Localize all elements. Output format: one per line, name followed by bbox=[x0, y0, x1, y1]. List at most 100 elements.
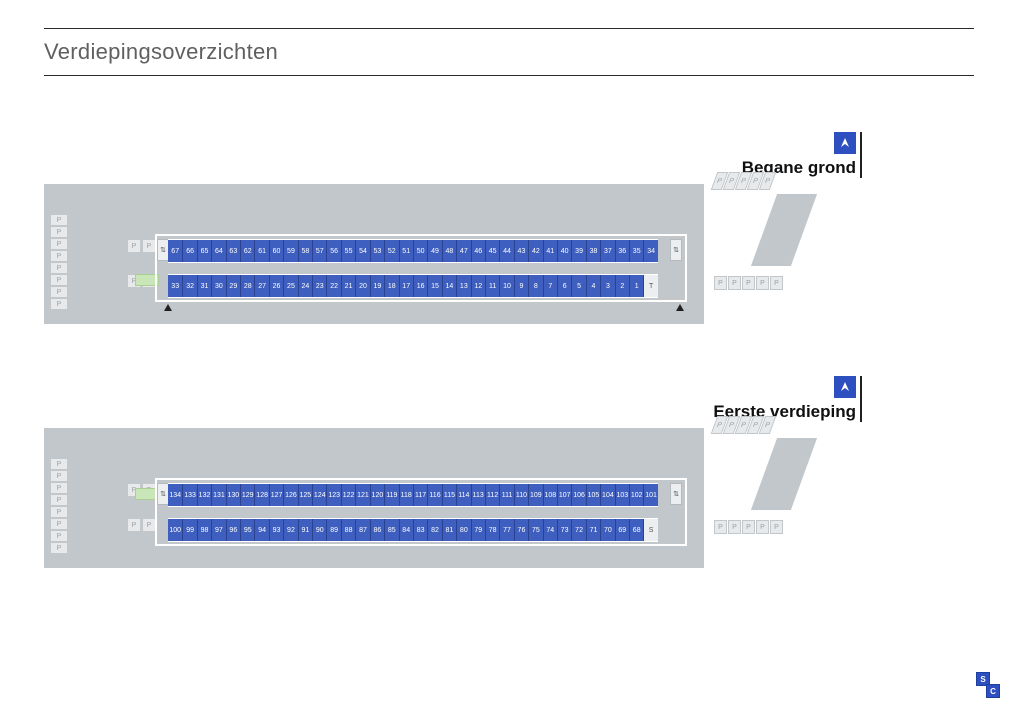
storage-unit[interactable]: 98 bbox=[197, 519, 211, 541]
storage-unit[interactable]: 119 bbox=[384, 484, 398, 506]
storage-unit[interactable]: 113 bbox=[471, 484, 485, 506]
storage-unit[interactable]: 71 bbox=[586, 519, 600, 541]
storage-unit[interactable]: 41 bbox=[543, 240, 557, 262]
storage-unit[interactable]: 65 bbox=[197, 240, 211, 262]
storage-unit[interactable]: 85 bbox=[384, 519, 398, 541]
storage-unit[interactable]: 116 bbox=[427, 484, 441, 506]
storage-unit[interactable]: 27 bbox=[254, 275, 268, 297]
storage-unit[interactable]: 16 bbox=[413, 275, 427, 297]
storage-unit[interactable]: 21 bbox=[341, 275, 355, 297]
storage-unit[interactable]: 35 bbox=[629, 240, 643, 262]
storage-unit[interactable]: 20 bbox=[355, 275, 369, 297]
unit-special[interactable]: T bbox=[643, 275, 657, 297]
storage-unit[interactable]: 100 bbox=[168, 519, 182, 541]
storage-unit[interactable]: 89 bbox=[326, 519, 340, 541]
storage-unit[interactable]: 110 bbox=[514, 484, 528, 506]
storage-unit[interactable]: 134 bbox=[168, 484, 182, 506]
storage-unit[interactable]: 79 bbox=[471, 519, 485, 541]
storage-unit[interactable]: 111 bbox=[499, 484, 513, 506]
storage-unit[interactable]: 58 bbox=[298, 240, 312, 262]
storage-unit[interactable]: 94 bbox=[254, 519, 268, 541]
storage-unit[interactable]: 121 bbox=[355, 484, 369, 506]
storage-unit[interactable]: 104 bbox=[600, 484, 614, 506]
storage-unit[interactable]: 36 bbox=[615, 240, 629, 262]
storage-unit[interactable]: 81 bbox=[442, 519, 456, 541]
storage-unit[interactable]: 102 bbox=[629, 484, 643, 506]
storage-unit[interactable]: 52 bbox=[384, 240, 398, 262]
storage-unit[interactable]: 86 bbox=[370, 519, 384, 541]
storage-unit[interactable]: 60 bbox=[269, 240, 283, 262]
storage-unit[interactable]: 87 bbox=[355, 519, 369, 541]
storage-unit[interactable]: 91 bbox=[298, 519, 312, 541]
storage-unit[interactable]: 45 bbox=[485, 240, 499, 262]
storage-unit[interactable]: 14 bbox=[442, 275, 456, 297]
storage-unit[interactable]: 78 bbox=[485, 519, 499, 541]
storage-unit[interactable]: 15 bbox=[427, 275, 441, 297]
storage-unit[interactable]: 108 bbox=[543, 484, 557, 506]
storage-unit[interactable]: 30 bbox=[211, 275, 225, 297]
storage-unit[interactable]: 33 bbox=[168, 275, 182, 297]
storage-unit[interactable]: 63 bbox=[226, 240, 240, 262]
storage-unit[interactable]: 131 bbox=[211, 484, 225, 506]
storage-unit[interactable]: 2 bbox=[615, 275, 629, 297]
storage-unit[interactable]: 59 bbox=[283, 240, 297, 262]
storage-unit[interactable]: 92 bbox=[283, 519, 297, 541]
storage-unit[interactable]: 11 bbox=[485, 275, 499, 297]
storage-unit[interactable]: 37 bbox=[600, 240, 614, 262]
storage-unit[interactable]: 117 bbox=[413, 484, 427, 506]
storage-unit[interactable]: 46 bbox=[471, 240, 485, 262]
storage-unit[interactable]: 10 bbox=[499, 275, 513, 297]
storage-unit[interactable]: 72 bbox=[571, 519, 585, 541]
storage-unit[interactable]: 95 bbox=[240, 519, 254, 541]
storage-unit[interactable]: 55 bbox=[341, 240, 355, 262]
storage-unit[interactable]: 25 bbox=[283, 275, 297, 297]
storage-unit[interactable]: 9 bbox=[514, 275, 528, 297]
storage-unit[interactable]: 106 bbox=[571, 484, 585, 506]
storage-unit[interactable]: 77 bbox=[499, 519, 513, 541]
storage-unit[interactable]: 103 bbox=[615, 484, 629, 506]
storage-unit[interactable]: 66 bbox=[182, 240, 196, 262]
storage-unit[interactable]: 96 bbox=[226, 519, 240, 541]
storage-unit[interactable]: 122 bbox=[341, 484, 355, 506]
storage-unit[interactable]: 47 bbox=[456, 240, 470, 262]
storage-unit[interactable]: 5 bbox=[571, 275, 585, 297]
storage-unit[interactable]: 34 bbox=[643, 240, 657, 262]
storage-unit[interactable]: 64 bbox=[211, 240, 225, 262]
storage-unit[interactable]: 105 bbox=[586, 484, 600, 506]
storage-unit[interactable]: 99 bbox=[182, 519, 196, 541]
storage-unit[interactable]: 8 bbox=[528, 275, 542, 297]
storage-unit[interactable]: 130 bbox=[226, 484, 240, 506]
storage-unit[interactable]: 68 bbox=[629, 519, 643, 541]
storage-unit[interactable]: 88 bbox=[341, 519, 355, 541]
storage-unit[interactable]: 124 bbox=[312, 484, 326, 506]
storage-unit[interactable]: 133 bbox=[182, 484, 196, 506]
storage-unit[interactable]: 31 bbox=[197, 275, 211, 297]
storage-unit[interactable]: 51 bbox=[399, 240, 413, 262]
storage-unit[interactable]: 42 bbox=[528, 240, 542, 262]
storage-unit[interactable]: 84 bbox=[399, 519, 413, 541]
storage-unit[interactable]: 123 bbox=[326, 484, 340, 506]
storage-unit[interactable]: 53 bbox=[370, 240, 384, 262]
storage-unit[interactable]: 26 bbox=[269, 275, 283, 297]
storage-unit[interactable]: 40 bbox=[557, 240, 571, 262]
storage-unit[interactable]: 114 bbox=[456, 484, 470, 506]
storage-unit[interactable]: 80 bbox=[456, 519, 470, 541]
storage-unit[interactable]: 93 bbox=[269, 519, 283, 541]
storage-unit[interactable]: 90 bbox=[312, 519, 326, 541]
storage-unit[interactable]: 132 bbox=[197, 484, 211, 506]
unit-special[interactable]: S bbox=[643, 519, 657, 541]
storage-unit[interactable]: 76 bbox=[514, 519, 528, 541]
storage-unit[interactable]: 48 bbox=[442, 240, 456, 262]
storage-unit[interactable]: 69 bbox=[615, 519, 629, 541]
storage-unit[interactable]: 38 bbox=[586, 240, 600, 262]
storage-unit[interactable]: 74 bbox=[543, 519, 557, 541]
storage-unit[interactable]: 7 bbox=[543, 275, 557, 297]
storage-unit[interactable]: 97 bbox=[211, 519, 225, 541]
storage-unit[interactable]: 107 bbox=[557, 484, 571, 506]
storage-unit[interactable]: 61 bbox=[254, 240, 268, 262]
storage-unit[interactable]: 6 bbox=[557, 275, 571, 297]
storage-unit[interactable]: 125 bbox=[298, 484, 312, 506]
storage-unit[interactable]: 56 bbox=[326, 240, 340, 262]
storage-unit[interactable]: 109 bbox=[528, 484, 542, 506]
storage-unit[interactable]: 83 bbox=[413, 519, 427, 541]
